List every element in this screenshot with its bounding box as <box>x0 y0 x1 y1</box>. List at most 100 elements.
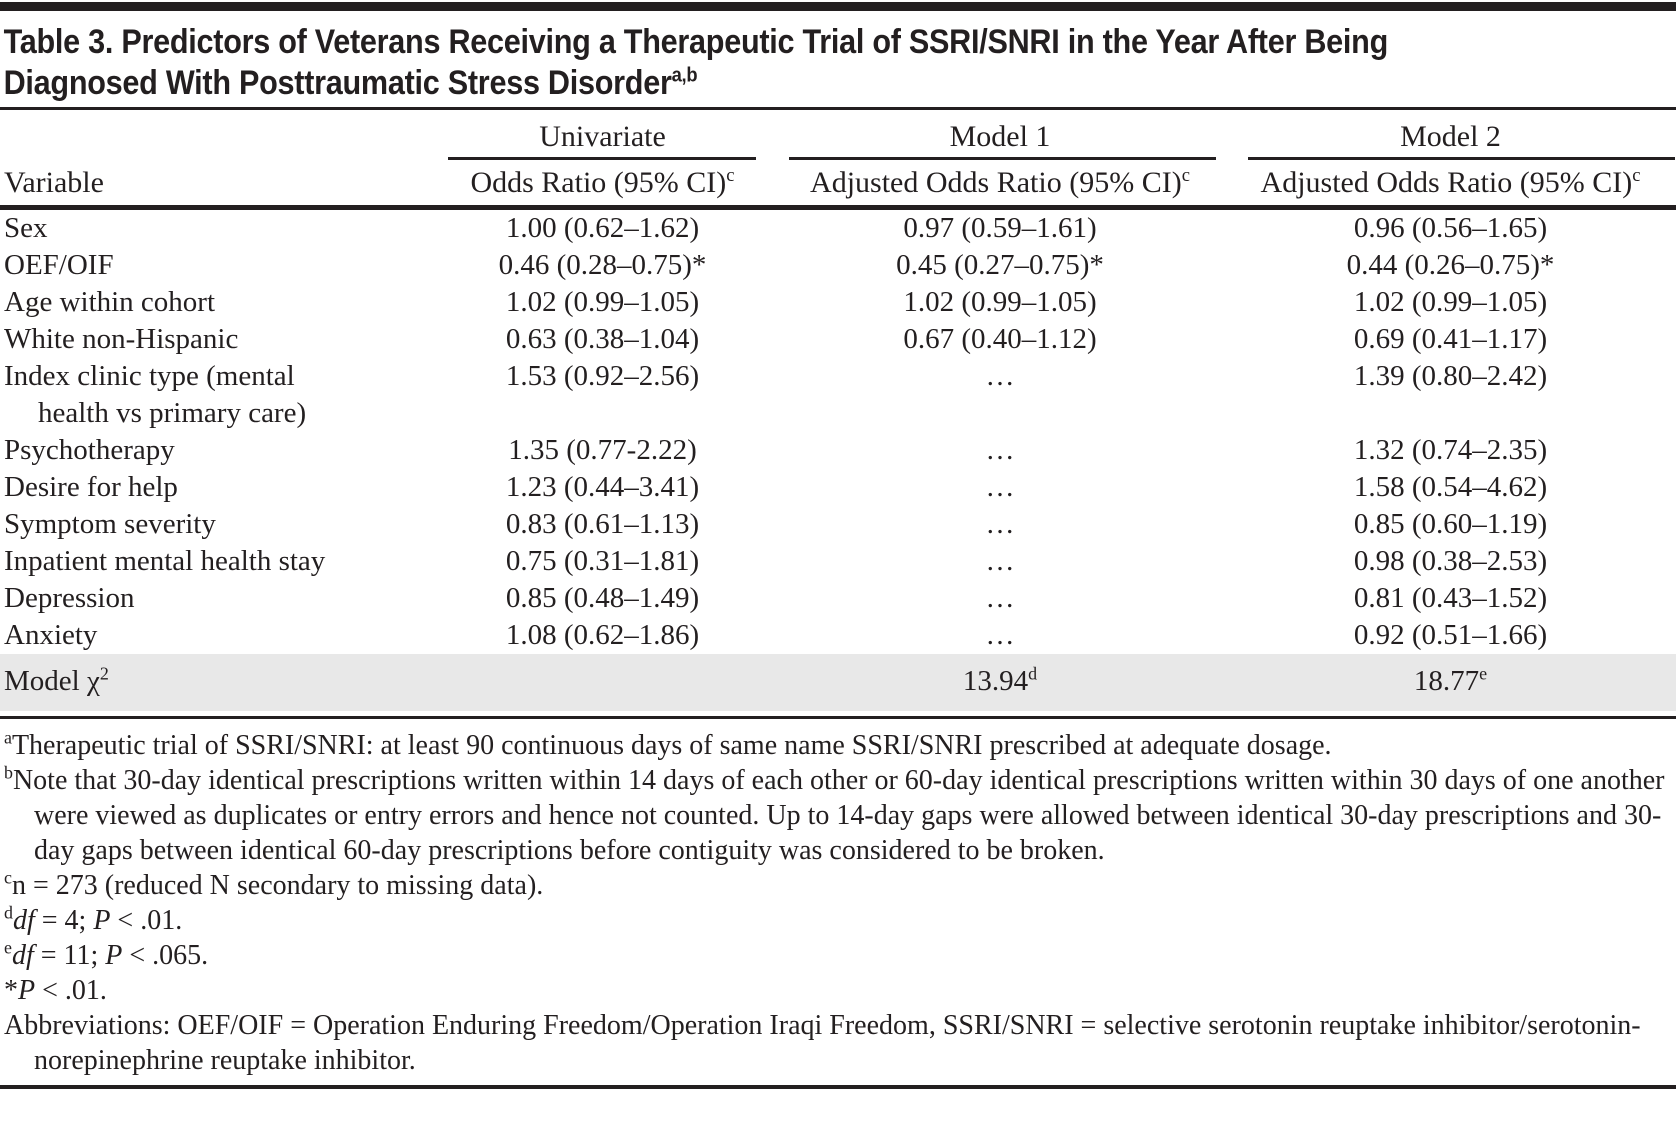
model2-cell: 0.85 (0.60–1.19) <box>1353 508 1548 540</box>
footnote-text: < .065. <box>122 940 209 971</box>
group-underline-model2 <box>1248 157 1675 160</box>
group-label-model2: Model 2 <box>1400 120 1501 153</box>
model-chi-square-row: Model χ2 13.94d 18.77e <box>0 654 1676 711</box>
univariate-cell: 1.23 (0.44–3.41) <box>505 471 700 503</box>
univariate-cell: 1.02 (0.99–1.05) <box>505 286 700 318</box>
table-row: White non-Hispanic 0.63 (0.38–1.04) 0.67… <box>0 321 1676 358</box>
subheader-footnote-marker: c <box>726 165 735 186</box>
model2-cell: 0.44 (0.26–0.75)* <box>1346 249 1555 281</box>
univariate-cell: 0.46 (0.28–0.75)* <box>498 249 707 281</box>
group-label-univariate: Univariate <box>539 120 666 153</box>
variable-cell: Anxiety <box>4 619 98 651</box>
group-underline-univariate <box>448 157 756 160</box>
model2-cell: 1.39 (0.80–2.42) <box>1353 360 1548 392</box>
variable-cell: Sex <box>4 212 48 244</box>
variable-cell: Desire for help <box>4 471 178 503</box>
chi-exponent: 2 <box>99 663 109 684</box>
footnote-italic: df <box>12 905 35 936</box>
univariate-cell: 0.85 (0.48–1.49) <box>505 582 700 614</box>
footnote-marker: c <box>4 867 12 888</box>
chi-value: 18.77 <box>1413 665 1480 697</box>
model1-cell: … <box>985 360 1015 392</box>
footnote-b: bNote that 30-day identical prescription… <box>0 763 1676 868</box>
univariate-cell: 1.08 (0.62–1.86) <box>505 619 700 651</box>
footnote-e: edf = 11; P < .065. <box>0 938 1676 973</box>
table-row: Symptom severity 0.83 (0.61–1.13) … 0.85… <box>0 506 1676 543</box>
footnote-italic: P <box>105 940 123 971</box>
model1-cell: 0.45 (0.27–0.75)* <box>896 249 1104 281</box>
model2-cell: 0.92 (0.51–1.66) <box>1353 619 1548 651</box>
model1-cell: … <box>985 582 1015 614</box>
variable-cell: Psychotherapy <box>4 434 175 466</box>
variable-cell: Index clinic type (mental health vs prim… <box>0 358 430 432</box>
group-underline-model1 <box>789 157 1216 160</box>
subheader-footnote-marker: c <box>1632 165 1641 186</box>
table-row: Index clinic type (mental health vs prim… <box>0 358 1676 432</box>
model2-cell: 0.81 (0.43–1.52) <box>1353 582 1548 614</box>
univariate-cell: 0.75 (0.31–1.81) <box>505 545 700 577</box>
model1-cell: 0.67 (0.40–1.12) <box>903 323 1097 355</box>
header-divider-rule <box>0 205 1676 210</box>
table-title-line1: Table 3. Predictors of Veterans Receivin… <box>0 22 1508 63</box>
table-row: OEF/OIF 0.46 (0.28–0.75)* 0.45 (0.27–0.7… <box>0 247 1676 284</box>
footnote-marker: b <box>4 762 13 783</box>
model1-cell: … <box>985 471 1015 503</box>
chi-value: 13.94 <box>962 665 1029 697</box>
model1-cell: 0.97 (0.59–1.61) <box>903 212 1097 244</box>
model2-cell: 18.77e <box>1225 663 1676 700</box>
column-group-header-model2: Model 2 <box>1225 119 1676 160</box>
footnote-a: aTherapeutic trial of SSRI/SNRI: at leas… <box>0 728 1676 763</box>
model1-cell: 1.02 (0.99–1.05) <box>903 286 1097 318</box>
footnote-marker: d <box>4 902 13 923</box>
footnote-text: n = 273 (reduced N secondary to missing … <box>11 870 544 901</box>
footnote-text: = 4; <box>34 905 94 936</box>
table-row: Depression 0.85 (0.48–1.49) … 0.81 (0.43… <box>0 580 1676 617</box>
model2-cell: 0.96 (0.56–1.65) <box>1353 212 1548 244</box>
title-divider-rule <box>0 107 1676 110</box>
footnote-italic: P <box>18 975 36 1006</box>
footnote-marker: * <box>4 975 18 1006</box>
variable-cell: Age within cohort <box>4 286 216 318</box>
variable-cell: Model χ2 <box>0 663 430 700</box>
model1-cell: … <box>985 508 1015 540</box>
chi-footnote-marker: e <box>1479 663 1488 684</box>
bottom-rule <box>0 1085 1676 1089</box>
top-rule <box>0 2 1676 11</box>
table-row: Desire for help 1.23 (0.44–3.41) … 1.58 … <box>0 469 1676 506</box>
table-row: Sex 1.00 (0.62–1.62) 0.97 (0.59–1.61) 0.… <box>0 210 1676 247</box>
univariate-cell: 1.00 (0.62–1.62) <box>505 212 700 244</box>
variable-line2: health vs primary care) <box>38 397 307 429</box>
footnote-text: Note that 30-day identical prescriptions… <box>12 765 1665 866</box>
model1-cell: … <box>985 434 1015 466</box>
table-row: Inpatient mental health stay 0.75 (0.31–… <box>0 543 1676 580</box>
column-subheader-model1: Adjusted Odds Ratio (95% CI)c <box>775 165 1225 201</box>
footnote-text: Abbreviations: OEF/OIF = Operation Endur… <box>4 1010 1641 1076</box>
table-title-text2: Diagnosed With Posttraumatic Stress Diso… <box>3 64 672 102</box>
variable-cell: Depression <box>4 582 135 614</box>
subheader-text: Adjusted Odds Ratio (95% CI) <box>1260 166 1633 199</box>
model2-cell: 0.98 (0.38–2.53) <box>1353 545 1548 577</box>
subheader-text: Adjusted Odds Ratio (95% CI) <box>810 166 1182 199</box>
chi-footnote-marker: d <box>1028 663 1038 684</box>
results-table-body: Sex 1.00 (0.62–1.62) 0.97 (0.59–1.61) 0.… <box>0 210 1676 711</box>
column-subheader-model2: Adjusted Odds Ratio (95% CI)c <box>1225 165 1676 201</box>
variable-cell: OEF/OIF <box>4 249 114 281</box>
model1-cell: 13.94d <box>775 663 1225 700</box>
footnote-italic: df <box>11 940 34 971</box>
model2-cell: 1.02 (0.99–1.05) <box>1353 286 1548 318</box>
univariate-cell: 1.53 (0.92–2.56) <box>505 360 700 392</box>
group-label-model1: Model 1 <box>949 120 1051 153</box>
footnote-abbreviations: Abbreviations: OEF/OIF = Operation Endur… <box>0 1008 1676 1078</box>
table-title-text1: Table 3. Predictors of Veterans Receivin… <box>3 23 1389 61</box>
column-header-variable: Variable <box>4 166 104 199</box>
footnote-marker: e <box>4 937 12 958</box>
model2-cell: 1.58 (0.54–4.62) <box>1353 471 1548 503</box>
subheader-text: Odds Ratio (95% CI) <box>470 166 727 199</box>
model2-cell: 1.32 (0.74–2.35) <box>1353 434 1548 466</box>
column-group-header-univariate: Univariate <box>430 119 775 160</box>
footnote-text: = 11; <box>33 940 106 971</box>
chi-label: Model χ <box>4 665 100 697</box>
variable-cell: White non-Hispanic <box>4 323 239 355</box>
univariate-cell: 0.63 (0.38–1.04) <box>505 323 700 355</box>
